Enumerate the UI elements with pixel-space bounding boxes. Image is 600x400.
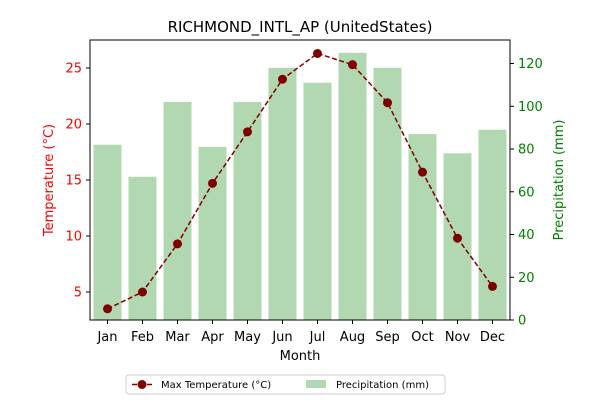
left-axis: 5 10 15 20 25	[65, 62, 90, 301]
right-tick-label-120: 120	[518, 57, 543, 72]
x-tick-label-apr: Apr	[201, 330, 224, 345]
bar-jul	[303, 82, 332, 320]
left-tick-label-5: 5	[74, 286, 82, 301]
left-axis-label: Temperature (°C)	[42, 124, 57, 237]
precipitation-bars	[93, 52, 507, 321]
bar-sep	[373, 67, 402, 321]
left-tick-label-15: 15	[65, 174, 82, 189]
bar-feb	[128, 176, 157, 320]
bar-aug	[338, 52, 367, 320]
temperature-point-may	[243, 127, 252, 137]
x-tick-label-mar: Mar	[165, 330, 190, 345]
bar-dec	[478, 129, 507, 320]
bar-apr	[198, 146, 227, 320]
left-tick-label-10: 10	[65, 230, 82, 245]
temperature-point-nov	[453, 233, 462, 243]
temperature-point-apr	[208, 178, 217, 188]
temperature-point-dec	[488, 281, 497, 291]
bar-jun	[268, 67, 297, 321]
x-tick-label-jul: Jul	[309, 330, 326, 345]
x-tick-label-dec: Dec	[480, 330, 505, 345]
legend-entry-temperature: Max Temperature (°C)	[161, 380, 271, 391]
right-tick-label-60: 60	[518, 185, 535, 200]
chart-title: RICHMOND_INTL_AP (UnitedStates)	[168, 18, 433, 37]
x-tick-label-sep: Sep	[375, 330, 400, 345]
legend-entry-precipitation: Precipitation (mm)	[336, 380, 429, 391]
legend-marker-swatch	[137, 380, 147, 389]
bar-oct	[408, 134, 437, 320]
x-tick-label-jun: Jun	[271, 330, 292, 345]
bar-jan	[93, 144, 122, 320]
right-tick-label-20: 20	[518, 271, 535, 286]
x-tick-label-aug: Aug	[340, 330, 365, 345]
temperature-line	[103, 48, 497, 314]
temperature-point-mar	[173, 239, 182, 249]
left-tick-label-20: 20	[65, 118, 82, 133]
x-tick-label-nov: Nov	[445, 330, 471, 345]
temperature-point-jun	[278, 74, 287, 84]
temperature-point-feb	[138, 287, 147, 297]
right-axis-label: Precipitation (mm)	[552, 120, 567, 241]
legend-bar-swatch	[306, 380, 326, 388]
x-tick-label-feb: Feb	[131, 330, 154, 345]
x-tick-label-jan: Jan	[96, 330, 117, 345]
right-axis: 0 20 40 60 80 100 120	[510, 57, 543, 329]
x-axis-label: Month	[280, 349, 321, 364]
right-tick-label-0: 0	[518, 314, 526, 329]
right-tick-label-40: 40	[518, 228, 535, 243]
temperature-point-sep	[383, 98, 392, 108]
bar-mar	[163, 101, 192, 320]
temperature-point-jan	[103, 304, 112, 314]
x-axis: Jan Feb Mar Apr May Jun Jul Aug Sep Oct Nov Dec	[96, 320, 505, 345]
temperature-series-line	[107, 52, 494, 310]
temperature-point-aug	[348, 60, 357, 70]
x-tick-label-may: May	[234, 330, 261, 345]
bar-may	[233, 101, 262, 320]
legend: Max Temperature (°C) Precipitation (mm)	[125, 374, 446, 395]
legend-box	[125, 374, 446, 395]
x-tick-label-oct: Oct	[411, 330, 433, 345]
temperature-point-jul	[313, 48, 322, 58]
right-tick-label-100: 100	[518, 100, 543, 115]
left-tick-label-25: 25	[65, 62, 82, 77]
temperature-point-oct	[418, 167, 427, 177]
right-tick-label-80: 80	[518, 143, 535, 158]
